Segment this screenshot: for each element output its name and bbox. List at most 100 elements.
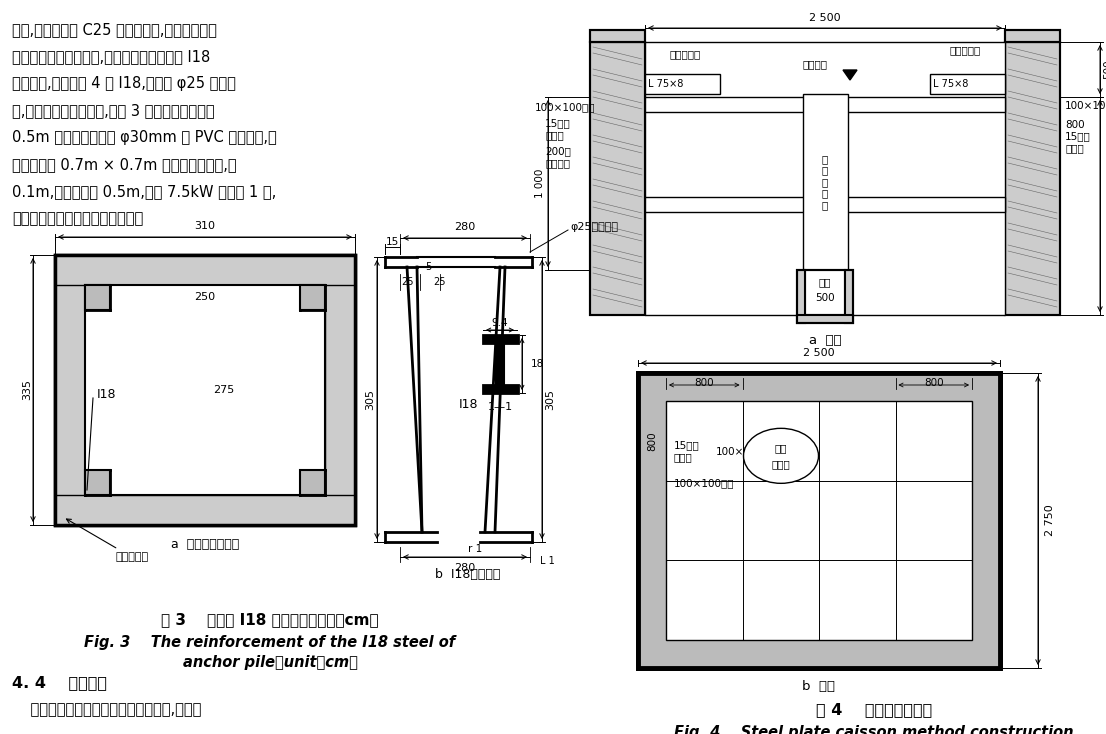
Bar xyxy=(638,373,1000,668)
Text: 305: 305 xyxy=(545,389,555,410)
Text: 25: 25 xyxy=(434,277,446,287)
Text: 图 3    锚固桩 I18 加固大样（单位：cm）: 图 3 锚固桩 I18 加固大样（单位：cm） xyxy=(161,612,379,628)
Bar xyxy=(666,401,972,640)
Bar xyxy=(589,30,645,42)
Text: 5: 5 xyxy=(425,262,431,272)
Text: 超前支护施工方法和井点降水法施工,现场各: 超前支护施工方法和井点降水法施工,现场各 xyxy=(12,702,201,718)
Text: 335: 335 xyxy=(22,379,32,401)
Text: r 1: r 1 xyxy=(468,544,482,554)
Text: 在施工过程中及时排除孔内渗水。: 在施工过程中及时排除孔内渗水。 xyxy=(12,211,144,226)
Bar xyxy=(55,495,355,525)
Text: 280: 280 xyxy=(455,563,476,573)
Text: b  I18型钢大样: b I18型钢大样 xyxy=(436,569,501,581)
Text: 4. 4    工效分析: 4. 4 工效分析 xyxy=(12,675,107,691)
Text: L 1: L 1 xyxy=(540,556,555,566)
Text: 100×100方木: 100×100方木 xyxy=(716,446,776,456)
Text: 25: 25 xyxy=(400,277,414,287)
Bar xyxy=(85,470,109,495)
Text: a  锚固桩加固大样: a 锚固桩加固大样 xyxy=(170,539,239,551)
Bar xyxy=(803,94,848,270)
Bar xyxy=(645,97,1005,112)
Polygon shape xyxy=(843,70,857,80)
Text: 地下水位: 地下水位 xyxy=(803,59,827,69)
Bar xyxy=(589,42,645,315)
Text: 18: 18 xyxy=(531,359,544,369)
Text: I18: I18 xyxy=(97,388,116,401)
Bar xyxy=(638,640,1000,668)
Text: 2 500: 2 500 xyxy=(803,348,835,358)
Text: 接,孔内拼装焊接成整体,如图 3 所示。护壁上按照: 接,孔内拼装焊接成整体,如图 3 所示。护壁上按照 xyxy=(12,103,215,118)
Text: 250: 250 xyxy=(195,292,216,302)
Bar xyxy=(797,270,853,323)
Bar xyxy=(645,42,1005,315)
Bar xyxy=(645,74,720,94)
Bar xyxy=(483,335,518,343)
Text: 15厚钢
板沉井: 15厚钢 板沉井 xyxy=(545,118,571,139)
Text: 100×100方木: 100×100方木 xyxy=(674,478,734,488)
Text: 开挖孔底设 0.7m × 0.7m 临时集水坑一处,深: 开挖孔底设 0.7m × 0.7m 临时集水坑一处,深 xyxy=(12,157,237,172)
Text: 护壁混凝土: 护壁混凝土 xyxy=(66,519,148,562)
Text: 100×100方木: 100×100方木 xyxy=(1065,100,1106,110)
Bar xyxy=(638,373,1000,668)
Text: 15厚钢
板沉井: 15厚钢 板沉井 xyxy=(674,440,700,462)
Text: anchor pile（unit；cm）: anchor pile（unit；cm） xyxy=(182,655,357,670)
Bar xyxy=(495,343,504,385)
Bar xyxy=(483,385,518,393)
Bar xyxy=(930,74,1005,94)
Text: 500: 500 xyxy=(1103,59,1106,79)
Text: a  立面: a 立面 xyxy=(808,333,842,346)
Bar xyxy=(589,42,645,315)
Bar xyxy=(85,285,325,495)
Text: φ25连接钢筋: φ25连接钢筋 xyxy=(570,222,618,232)
Text: 310: 310 xyxy=(195,221,216,231)
Text: 800: 800 xyxy=(924,378,943,388)
Text: b  平面: b 平面 xyxy=(803,680,835,692)
Bar xyxy=(55,255,355,285)
Bar xyxy=(1005,30,1060,42)
Text: 集水井: 集水井 xyxy=(772,459,791,469)
Text: 图 4    钢板沉井法施工: 图 4 钢板沉井法施工 xyxy=(816,702,932,718)
Bar xyxy=(638,373,1000,401)
Bar xyxy=(645,197,1005,212)
Text: 0.5m 间距梅花形预留 φ30mm 的 PVC 管泄水孔,在: 0.5m 间距梅花形预留 φ30mm 的 PVC 管泄水孔,在 xyxy=(12,130,276,145)
Text: 800: 800 xyxy=(695,378,714,388)
Bar xyxy=(589,30,645,42)
Text: 800: 800 xyxy=(647,431,657,451)
Ellipse shape xyxy=(743,429,818,483)
Text: 间距,梅花形布置 C25 混凝土垫块,便于缩短安装: 间距,梅花形布置 C25 混凝土垫块,便于缩短安装 xyxy=(12,22,217,37)
Text: Fig. 3    The reinforcement of the I18 steel of: Fig. 3 The reinforcement of the I18 stee… xyxy=(84,634,456,650)
Text: 已施工护壁: 已施工护壁 xyxy=(669,49,700,59)
Bar xyxy=(972,373,1000,668)
Bar xyxy=(797,315,853,323)
Bar xyxy=(55,255,85,525)
Text: 800: 800 xyxy=(1065,120,1085,130)
Text: 1—1: 1—1 xyxy=(488,402,512,412)
Bar xyxy=(1005,42,1060,315)
Bar xyxy=(55,255,355,525)
Text: 200高
连接钢板: 200高 连接钢板 xyxy=(545,146,571,168)
Text: 305: 305 xyxy=(365,389,375,410)
Text: L 75×8: L 75×8 xyxy=(933,79,969,89)
Bar xyxy=(1005,42,1060,315)
Bar xyxy=(325,255,355,525)
Text: 9.4: 9.4 xyxy=(492,318,509,328)
Text: 超前: 超前 xyxy=(774,443,787,453)
Text: L 75×8: L 75×8 xyxy=(648,79,684,89)
Text: 2 500: 2 500 xyxy=(810,13,841,23)
Bar xyxy=(797,270,805,323)
Bar xyxy=(638,373,666,668)
Text: I18: I18 xyxy=(458,398,478,410)
Bar xyxy=(300,285,325,310)
Text: 275: 275 xyxy=(213,385,234,395)
Text: 超
前
集
水
井: 超 前 集 水 井 xyxy=(822,154,828,210)
Bar xyxy=(1005,30,1060,42)
Text: 280: 280 xyxy=(455,222,476,232)
Bar xyxy=(300,470,325,495)
Bar xyxy=(55,255,355,525)
Text: 进行加固,加固采用 4 根 I18,首尾用 φ25 钢筋连: 进行加固,加固采用 4 根 I18,首尾用 φ25 钢筋连 xyxy=(12,76,236,91)
Text: 1 000: 1 000 xyxy=(535,169,545,198)
Text: Fig. 4    Steel plate caisson method construction: Fig. 4 Steel plate caisson method constr… xyxy=(675,725,1074,734)
Text: 时间。钢筋网片安装后,沿开挖高度中部布置 I18: 时间。钢筋网片安装后,沿开挖高度中部布置 I18 xyxy=(12,49,210,64)
Bar xyxy=(85,285,109,310)
Bar xyxy=(805,270,845,315)
